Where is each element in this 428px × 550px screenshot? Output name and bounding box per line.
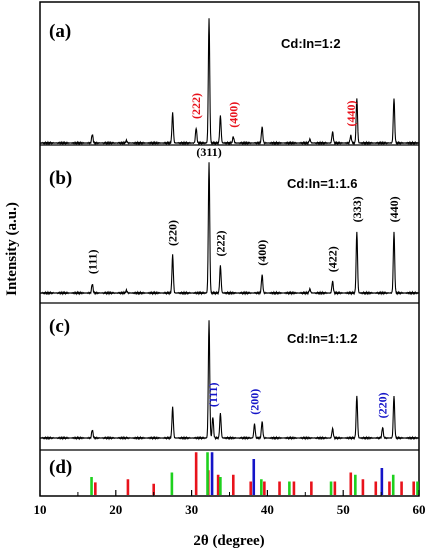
- plot-frame: [39, 1, 420, 497]
- panel-c-pattern: [39, 320, 420, 441]
- peak-label: (220): [166, 220, 180, 246]
- panel-d: (d): [49, 452, 419, 495]
- panel-c: (c) Cd:In=1:1.2 (111) (200) (220): [39, 316, 420, 441]
- panel-b-ratio: Cd:In=1:1.6: [287, 176, 357, 191]
- reference-bar-red: [231, 474, 235, 495]
- peak-label: (222): [189, 93, 203, 119]
- reference-bars: [90, 452, 419, 495]
- reference-bar-red: [374, 481, 378, 495]
- reference-bar-blue: [380, 468, 384, 495]
- panel-a-annotations: (222) (400) (440): [189, 93, 358, 128]
- peak-label: (400): [255, 240, 269, 266]
- reference-bar-red: [263, 481, 266, 495]
- reference-bar-green: [391, 474, 395, 495]
- reference-bar-green: [354, 474, 357, 495]
- peak-label: (333): [350, 196, 364, 222]
- reference-bar-green: [329, 481, 333, 495]
- peak-label: (111): [206, 382, 220, 407]
- panel-a-letter: (a): [49, 21, 71, 42]
- reference-bar-red: [126, 479, 130, 495]
- x-axis-ticks: 10 20 30 40 50 60: [34, 490, 426, 517]
- panel-b: (b) Cd:In=1:1.6 (111) (220) (311) (222) (400…: [39, 145, 420, 296]
- reference-bar-red: [310, 481, 313, 495]
- x-axis-title: 2θ (degree): [193, 533, 264, 549]
- reference-bar-green: [206, 452, 209, 495]
- reference-bar-green: [416, 481, 419, 495]
- panel-c-annotations: (111) (200) (220): [206, 382, 390, 418]
- x-tick-label: 10: [34, 502, 47, 517]
- peak-label: (400): [226, 102, 240, 128]
- reference-bar-red: [216, 474, 220, 495]
- reference-bar-blue: [252, 459, 256, 495]
- reference-bar-green: [170, 472, 174, 495]
- panel-c-ratio: Cd:In=1:1.2: [287, 331, 357, 346]
- panel-a-pattern: [39, 18, 420, 146]
- reference-bar-red: [278, 481, 281, 495]
- y-axis-title: Intensity (a.u.): [4, 202, 20, 296]
- reference-bar-red: [388, 481, 391, 495]
- reference-bar-red: [249, 481, 253, 495]
- x-tick-label: 20: [109, 502, 122, 517]
- reference-bar-green: [90, 477, 93, 495]
- reference-bar-red: [333, 481, 337, 495]
- peak-label: (222): [213, 231, 227, 257]
- reference-bar-blue: [210, 452, 214, 495]
- peak-label: (311): [196, 145, 221, 159]
- reference-bar-green: [288, 481, 291, 495]
- panel-c-letter: (c): [49, 316, 70, 337]
- peak-label: (200): [248, 389, 262, 415]
- reference-bar-red: [194, 452, 198, 495]
- x-tick-label: 50: [337, 502, 350, 517]
- x-tick-label: 60: [413, 502, 426, 517]
- peak-label: (422): [326, 246, 340, 272]
- reference-bar-green: [219, 477, 222, 495]
- panel-b-pattern: [39, 162, 420, 296]
- x-tick-label: 30: [185, 502, 198, 517]
- x-tick-label: 40: [261, 502, 274, 517]
- reference-bar-red: [292, 481, 296, 495]
- reference-bar-red: [400, 481, 403, 495]
- reference-bar-red: [361, 479, 365, 495]
- reference-bar-red: [412, 481, 415, 495]
- reference-bar-red: [94, 482, 97, 495]
- reference-bar-green: [260, 479, 263, 495]
- panel-b-letter: (b): [49, 168, 72, 189]
- peak-label: (220): [376, 392, 390, 418]
- peak-label: (440): [387, 196, 401, 222]
- peak-label: (111): [85, 249, 99, 274]
- panel-a-ratio: Cd:In=1:2: [281, 36, 341, 51]
- reference-bar-red: [152, 483, 155, 495]
- panel-d-letter: (d): [49, 457, 72, 478]
- panel-b-annotations: (111) (220) (311) (222) (400) (422) (333) (440): [85, 145, 401, 274]
- panel-a: (a) Cd:In=1:2 (222) (400) (440): [39, 18, 420, 146]
- reference-bar-red: [349, 472, 353, 495]
- peak-label: (440): [344, 101, 358, 127]
